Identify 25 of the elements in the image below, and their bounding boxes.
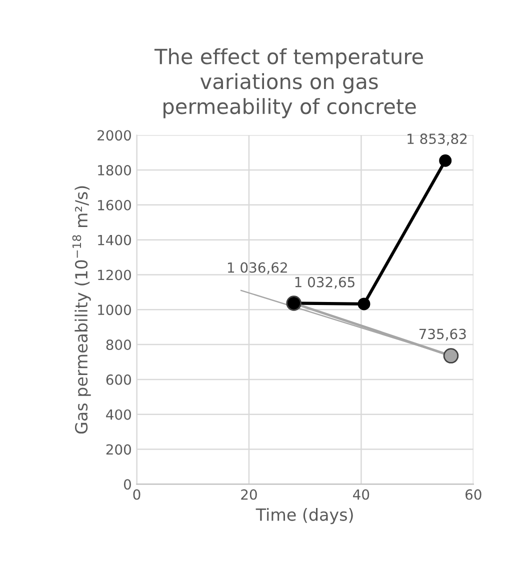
- y-tick-label: 400: [106, 409, 131, 420]
- y-tick-label: 800: [106, 340, 131, 350]
- y-axis-title: Gas permeability (10$^{−18}$ m²/s): [72, 186, 91, 434]
- y-tick-label: 2000: [98, 130, 131, 141]
- point: [439, 154, 452, 167]
- x-tick-label: 0: [133, 489, 140, 500]
- y-tick-label: 600: [106, 374, 131, 385]
- x-tick-label: 20: [241, 489, 257, 500]
- data-label: 735,63: [419, 328, 466, 341]
- x-tick-label: 60: [466, 489, 482, 500]
- chart-title: The effect of temperature variations on gas permeability of concrete: [154, 48, 423, 118]
- x-tick-label: 40: [353, 489, 370, 500]
- y-tick-label: 1600: [98, 200, 131, 210]
- point: [443, 348, 459, 364]
- x-axis-title: Time (days): [256, 508, 353, 524]
- y-tick-label: 0: [124, 479, 131, 490]
- y-tick-label: 1800: [98, 164, 131, 176]
- data-label: 1 032,65: [295, 276, 354, 289]
- point: [358, 298, 370, 310]
- y-tick-label: 1200: [98, 270, 131, 280]
- y-tick-label: 1000: [98, 304, 131, 316]
- data-label: 1 036,62: [228, 262, 287, 274]
- data-label: 1 853,82: [408, 134, 467, 146]
- y-tick-label: 200: [106, 444, 131, 455]
- y-tick-label: 1400: [98, 234, 131, 246]
